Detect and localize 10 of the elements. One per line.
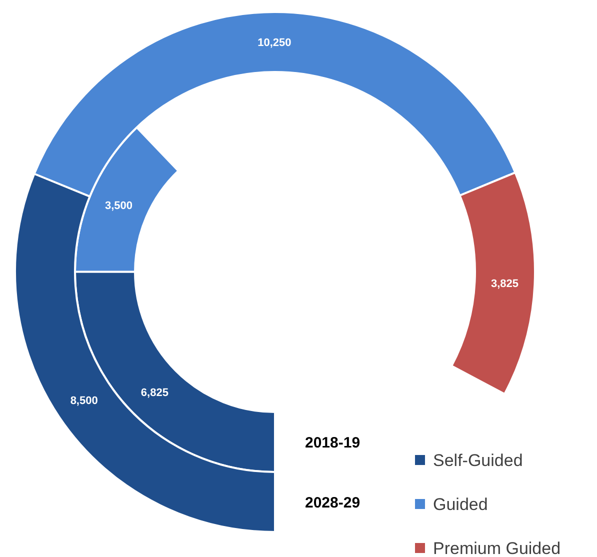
slice-label: 2028-29 bbox=[305, 494, 360, 512]
legend-label: Premium Guided bbox=[433, 538, 561, 557]
data-label: 10,250 bbox=[258, 36, 292, 49]
data-label: 3,825 bbox=[490, 278, 518, 290]
data-label: 6,825 bbox=[140, 386, 168, 399]
slice-label: 2018-19 bbox=[305, 434, 360, 452]
legend-label: Guided bbox=[433, 494, 488, 514]
data-label: 8,500 bbox=[70, 395, 98, 408]
legend-label: Self-Guided bbox=[433, 450, 523, 470]
data-label: 3,500 bbox=[104, 200, 133, 212]
